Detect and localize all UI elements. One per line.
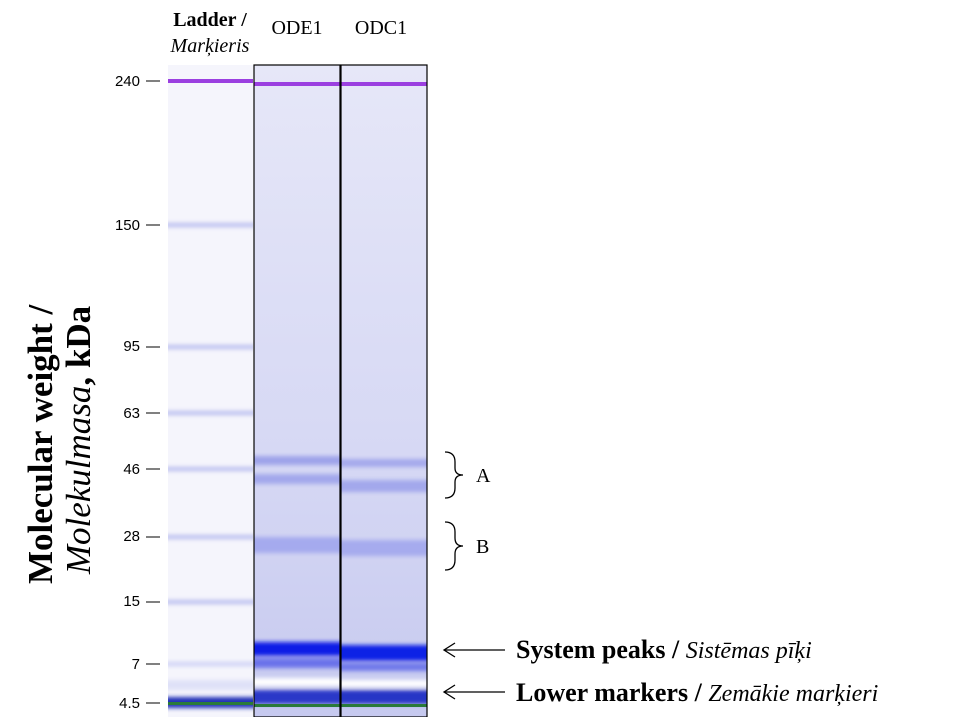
y-axis-title-line1: Molecular weight / (21, 303, 60, 584)
ladder-lane (168, 65, 253, 717)
annotation-label: Lower markers / Zemākie marķieri (516, 678, 878, 707)
tick-label: 95 (123, 338, 140, 355)
annotation-label: System peaks / Sistēmas pīķi (516, 635, 812, 664)
tick-label: 28 (123, 528, 140, 545)
lane-label: ODE1 (271, 17, 322, 39)
tick-label: 150 (115, 217, 140, 234)
annotation-bold: System peaks / (516, 635, 680, 664)
annotation-bold: Lower markers / (516, 678, 703, 707)
y-axis-title: Molecular weight / Molekulmasa, kDa (21, 296, 98, 584)
tick-label: 63 (123, 405, 140, 422)
sample-lane (341, 65, 427, 717)
annotation-italic: Zemākie marķieri (708, 681, 878, 707)
annotation-label: A (476, 465, 491, 487)
tick-label: 240 (115, 73, 140, 90)
lane-label: ODC1 (355, 17, 407, 39)
lane-label: Marķieris (170, 35, 250, 57)
y-axis-title-italic: Molekulmasa (59, 386, 98, 576)
annotation-label: B (476, 536, 489, 558)
y-axis-title-unit: , kDa (59, 306, 98, 386)
sample-lane (254, 65, 340, 717)
tick-label: 7 (132, 656, 140, 673)
tick-label: 4.5 (119, 695, 140, 712)
annotation-shapes (444, 452, 505, 699)
tick-label: 46 (123, 461, 140, 478)
annotation-italic: Sistēmas pīķi (686, 638, 812, 664)
lane-label: Ladder / (173, 9, 247, 31)
y-ticks: 240 150 95 63 46 28 15 7 4.5 (115, 73, 160, 712)
gel-figure: Molecular weight / Molekulmasa, kDa Ladd… (0, 0, 957, 717)
tick-label: 15 (123, 593, 140, 610)
